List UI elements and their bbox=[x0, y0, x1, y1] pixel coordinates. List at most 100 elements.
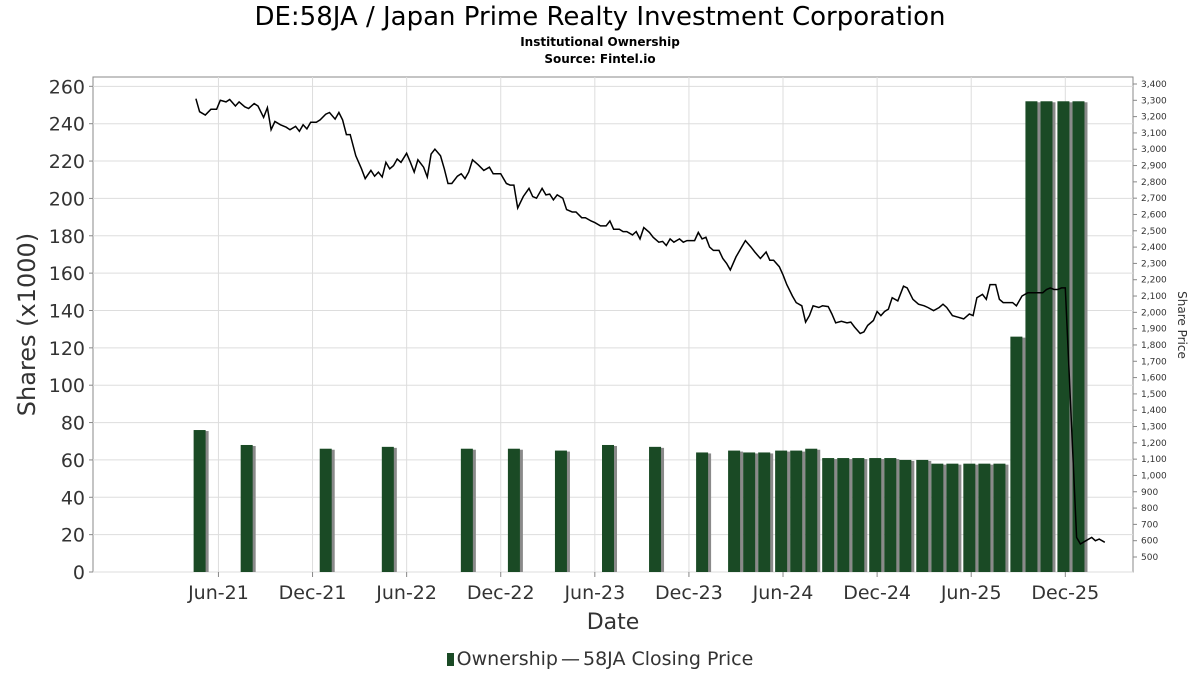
chart-source: Source: Fintel.io bbox=[544, 52, 656, 66]
ownership-legend-swatch bbox=[446, 653, 454, 666]
ownership-bar bbox=[319, 448, 332, 572]
y2-axis-title: Share Price bbox=[1175, 291, 1189, 359]
y2-tick-label: 1,200 bbox=[1141, 439, 1167, 449]
ownership-bar bbox=[743, 452, 756, 572]
ownership-bar bbox=[884, 458, 897, 572]
ownership-bar bbox=[381, 446, 394, 572]
ownership-bar bbox=[602, 444, 614, 572]
ownership-bar bbox=[790, 450, 803, 572]
chart-title: DE:58JA / Japan Prime Realty Investment … bbox=[254, 2, 946, 32]
ownership-bar bbox=[758, 452, 771, 572]
y2-tick-label: 800 bbox=[1141, 504, 1158, 514]
ownership-bar bbox=[993, 463, 1006, 572]
y2-tick-label: 1,400 bbox=[1141, 406, 1167, 416]
x-tick-label: Jun-22 bbox=[375, 582, 437, 604]
ownership-bar bbox=[805, 448, 818, 572]
ownership-bar bbox=[507, 448, 520, 572]
chart-legend: Ownership —58JA Closing Price bbox=[0, 648, 1200, 670]
ownership-bar bbox=[931, 463, 944, 572]
ownership-bar bbox=[554, 450, 567, 572]
y2-tick-label: 1,600 bbox=[1141, 374, 1167, 384]
y-tick-label: 20 bbox=[61, 525, 85, 547]
y-tick-label: 140 bbox=[49, 300, 85, 322]
y2-tick-label: 1,000 bbox=[1141, 471, 1167, 481]
ownership-bar bbox=[649, 446, 662, 572]
axes: 0 20 40 60 80 100 120 140 160 180 200 220 240 260 Jun-… bbox=[13, 76, 1189, 635]
ownership-bar bbox=[869, 458, 882, 572]
y2-tick-label: 1,300 bbox=[1141, 423, 1167, 433]
y-tick-label: 180 bbox=[49, 226, 85, 248]
y2-tick-label: 2,200 bbox=[1141, 276, 1167, 286]
y-tick-label: 40 bbox=[61, 487, 85, 509]
y2-tick-label: 500 bbox=[1141, 553, 1158, 563]
ownership-bar bbox=[728, 450, 741, 572]
y-tick-label: 120 bbox=[49, 338, 85, 360]
ownership-bar bbox=[1072, 101, 1085, 572]
x-tick-label: Jun-21 bbox=[187, 582, 249, 604]
ownership-bar bbox=[946, 463, 959, 572]
ownership-bar bbox=[1010, 336, 1023, 572]
y-tick-label: 80 bbox=[61, 413, 85, 435]
y2-tick-label: 1,900 bbox=[1141, 325, 1167, 335]
y2-tick-label: 700 bbox=[1141, 520, 1158, 530]
y2-tick-label: 2,700 bbox=[1141, 194, 1167, 204]
y2-tick-label: 1,700 bbox=[1141, 357, 1167, 367]
ownership-bar bbox=[822, 458, 835, 572]
y2-tick-label: 2,300 bbox=[1141, 259, 1167, 269]
x-tick-label: Dec-25 bbox=[1031, 582, 1099, 604]
y2-tick-label: 1,500 bbox=[1141, 390, 1167, 400]
x-tick-label: Dec-23 bbox=[655, 582, 723, 604]
price-line-layer bbox=[195, 98, 1106, 546]
y2-tick-label: 900 bbox=[1141, 488, 1158, 498]
ownership-bar bbox=[1040, 101, 1053, 572]
ownership-bar bbox=[837, 458, 850, 572]
y2-tick-label: 2,500 bbox=[1141, 227, 1167, 237]
x-tick-label: Jun-25 bbox=[940, 582, 1002, 604]
price-legend-swatch: — bbox=[561, 648, 580, 670]
legend-label-ownership: Ownership bbox=[456, 648, 558, 670]
y-tick-label: 200 bbox=[49, 188, 85, 210]
y2-tick-label: 3,300 bbox=[1141, 96, 1167, 106]
y2-tick-label: 3,400 bbox=[1141, 80, 1167, 90]
ownership-bar bbox=[978, 463, 991, 572]
y-tick-label: 100 bbox=[49, 375, 85, 397]
x-tick-label: Dec-21 bbox=[279, 582, 347, 604]
x-tick-label: Jun-23 bbox=[563, 582, 625, 604]
ownership-bar bbox=[1057, 101, 1070, 572]
x-tick-label: Dec-22 bbox=[467, 582, 535, 604]
y2-tick-label: 2,000 bbox=[1141, 308, 1167, 318]
y-axis-title: Shares (x1000) bbox=[13, 233, 41, 416]
ownership-bar bbox=[899, 459, 912, 572]
y-tick-label: 0 bbox=[73, 562, 85, 584]
ownership-bar bbox=[240, 444, 253, 572]
ownership-bar bbox=[460, 448, 473, 572]
y2-tick-label: 1,800 bbox=[1141, 341, 1167, 351]
legend-label-price: 58JA Closing Price bbox=[583, 648, 754, 670]
ownership-bars bbox=[193, 101, 1088, 572]
y2-tick-label: 3,000 bbox=[1141, 145, 1167, 155]
y-tick-label: 240 bbox=[49, 114, 85, 136]
y2-tick-label: 2,800 bbox=[1141, 178, 1167, 188]
y2-tick-label: 2,400 bbox=[1141, 243, 1167, 253]
y2-tick-label: 1,100 bbox=[1141, 455, 1167, 465]
y-tick-label: 260 bbox=[49, 76, 85, 98]
ownership-bar bbox=[916, 459, 929, 572]
y2-tick-label: 3,200 bbox=[1141, 113, 1167, 123]
price-line bbox=[195, 98, 1106, 546]
y-tick-label: 160 bbox=[49, 263, 85, 285]
y2-tick-label: 2,900 bbox=[1141, 162, 1167, 172]
chart-canvas: 0 20 40 60 80 100 120 140 160 180 200 220 240 260 Jun-… bbox=[13, 76, 1189, 635]
ownership-bar bbox=[193, 430, 206, 572]
ownership-bar bbox=[1025, 101, 1038, 572]
ownership-bar bbox=[852, 458, 865, 572]
x-tick-label: Dec-24 bbox=[843, 582, 911, 604]
y2-tick-label: 3,100 bbox=[1141, 129, 1167, 139]
ownership-bar bbox=[963, 463, 976, 572]
x-tick-label: Jun-24 bbox=[752, 582, 814, 604]
y2-tick-label: 600 bbox=[1141, 537, 1158, 547]
x-axis-title: Date bbox=[587, 610, 640, 635]
ownership-bar bbox=[696, 452, 709, 572]
y2-tick-label: 2,100 bbox=[1141, 292, 1167, 302]
y2-tick-label: 2,600 bbox=[1141, 210, 1167, 220]
y-tick-label: 60 bbox=[61, 450, 85, 472]
